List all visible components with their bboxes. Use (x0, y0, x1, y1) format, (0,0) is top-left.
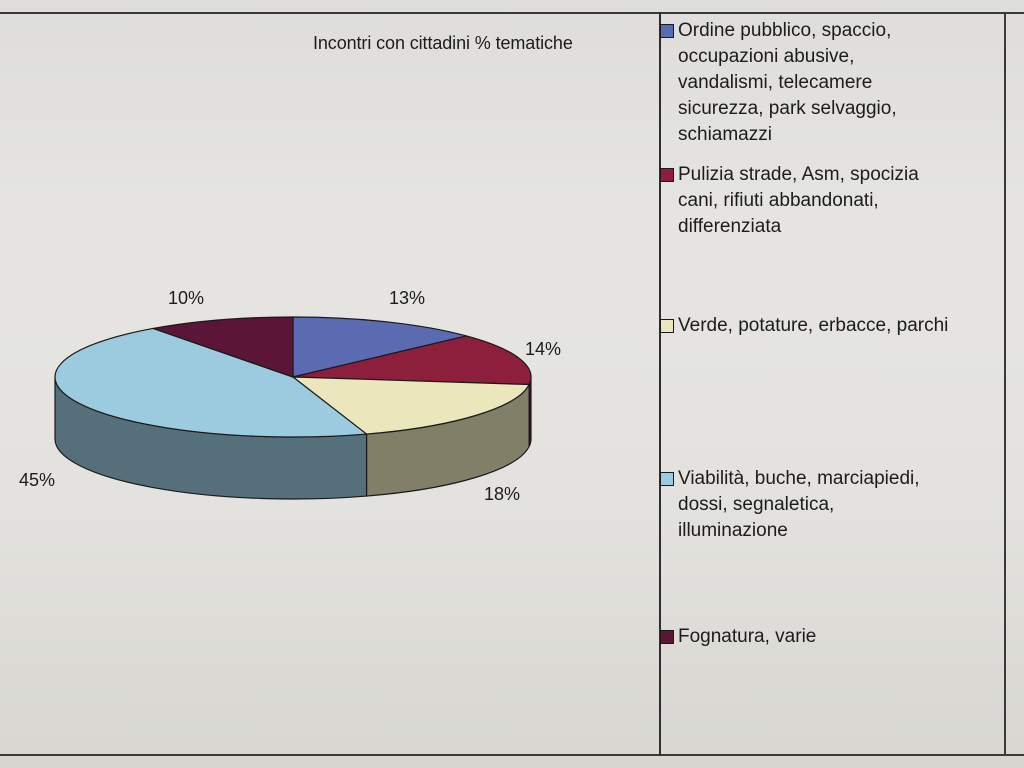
slice-4 (152, 316, 294, 378)
chart-title: Incontri con cittadini % tematiche (313, 33, 573, 53)
legend-item-1: Pulizia strade, Asm, spocizia cani, rifi… (660, 162, 1010, 240)
chart-frame (0, 12, 1024, 756)
legend-item-0: Ordine pubblico, spaccio, occupazioni ab… (660, 18, 1010, 148)
legend-label-0: Ordine pubblico, spaccio, occupazioni ab… (678, 20, 897, 145)
legend-label-3: Viabilità, buche, marciapiedi, dossi, se… (678, 468, 920, 541)
legend-label-4: Fognatura, varie (678, 626, 817, 647)
slice-2 (292, 376, 530, 435)
legend-label-1: Pulizia strade, Asm, spocizia cani, rifi… (678, 164, 919, 237)
slice-label-0: 13% (389, 288, 426, 308)
legend-swatch-1 (660, 168, 674, 182)
legend-item-2: Verde, potature, erbacce, parchi (660, 313, 1010, 339)
slice-label-1: 14% (525, 339, 562, 359)
legend-label-2: Verde, potature, erbacce, parchi (678, 315, 949, 336)
legend-swatch-2 (660, 319, 674, 333)
legend-divider (659, 12, 661, 756)
legend-swatch-4 (660, 630, 674, 644)
slice-0 (292, 316, 468, 378)
legend-item-3: Viabilità, buche, marciapiedi, dossi, se… (660, 466, 1010, 544)
slice-1 (292, 335, 532, 386)
slice-3 (54, 327, 368, 438)
legend-swatch-0 (660, 24, 674, 38)
legend-swatch-3 (660, 472, 674, 486)
slice-label-2: 18% (484, 484, 521, 504)
legend-item-4: Fognatura, varie (660, 624, 1010, 650)
legend-border (1004, 12, 1006, 756)
slice-label-4: 10% (168, 288, 205, 308)
pie-chart (54, 316, 532, 500)
slice-label-3: 45% (19, 470, 56, 490)
